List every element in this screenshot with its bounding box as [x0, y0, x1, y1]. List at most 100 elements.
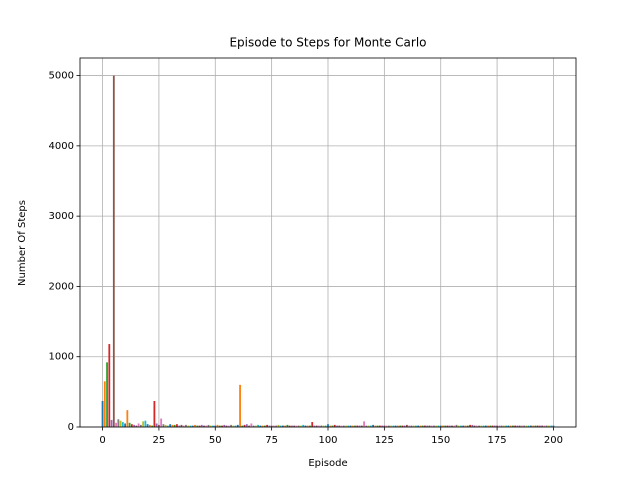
- bar: [435, 425, 438, 427]
- bar: [142, 421, 145, 427]
- bar: [272, 425, 275, 427]
- bar: [496, 425, 498, 427]
- bar: [173, 424, 176, 427]
- bar: [320, 425, 323, 427]
- bar: [498, 425, 501, 427]
- bar: [333, 424, 336, 427]
- bar: [466, 425, 469, 427]
- bar: [234, 425, 237, 427]
- bar: [523, 425, 526, 427]
- bar: [112, 75, 115, 428]
- bar: [536, 425, 539, 427]
- bar: [478, 425, 480, 427]
- bar: [121, 422, 124, 427]
- bar: [374, 425, 377, 427]
- bar: [146, 424, 149, 427]
- bar: [286, 424, 289, 427]
- bar: [381, 425, 384, 427]
- bar: [376, 425, 379, 427]
- bar: [399, 425, 402, 427]
- bar: [530, 425, 532, 427]
- bar: [126, 410, 129, 427]
- bar: [108, 344, 111, 427]
- bar: [387, 425, 390, 427]
- bar: [433, 425, 435, 427]
- bar: [342, 425, 345, 427]
- bar: [520, 425, 523, 427]
- bar: [282, 425, 284, 427]
- bar: [453, 425, 456, 427]
- y-tick-label: 1000: [49, 352, 74, 363]
- bar: [144, 420, 147, 427]
- bar: [203, 425, 205, 427]
- bar: [230, 424, 232, 427]
- x-tick-label: 175: [488, 435, 507, 446]
- bar: [340, 425, 343, 427]
- bar: [153, 400, 156, 427]
- x-tick-label: 0: [99, 435, 105, 446]
- bar: [164, 424, 167, 427]
- bar: [268, 425, 271, 427]
- bar: [451, 425, 453, 427]
- bar: [390, 425, 393, 427]
- bar: [534, 425, 537, 427]
- bar: [507, 425, 510, 427]
- bar: [360, 425, 363, 427]
- bar: [419, 425, 422, 427]
- bar: [543, 425, 546, 427]
- bar: [444, 425, 447, 427]
- bar: [263, 425, 266, 427]
- chart-title: Episode to Steps for Monte Carlo: [229, 36, 426, 50]
- bar: [198, 425, 201, 427]
- bar: [117, 419, 120, 427]
- x-tick-label: 125: [375, 435, 394, 446]
- bar: [482, 425, 485, 427]
- bar: [347, 425, 350, 427]
- bar: [367, 425, 370, 427]
- bar: [180, 424, 183, 427]
- x-axis-label: Episode: [308, 458, 347, 469]
- bar: [442, 425, 444, 427]
- bar: [439, 425, 442, 427]
- bar: [428, 425, 431, 427]
- bar: [372, 424, 374, 427]
- bar: [106, 362, 108, 427]
- bar: [532, 425, 535, 427]
- bar: [209, 425, 212, 427]
- bar: [155, 423, 158, 427]
- y-tick-label: 3000: [49, 211, 74, 222]
- bar: [119, 420, 122, 427]
- bar: [214, 425, 217, 427]
- bar: [401, 425, 404, 427]
- bar: [311, 422, 314, 427]
- bar: [200, 424, 203, 427]
- bar: [160, 418, 163, 427]
- bar: [527, 425, 530, 427]
- bar: [345, 425, 347, 427]
- bar: [124, 423, 126, 427]
- bar: [115, 422, 117, 427]
- bar: [196, 425, 199, 427]
- bar: [279, 425, 282, 427]
- bar: [270, 425, 273, 427]
- bar: [437, 425, 440, 427]
- bar: [324, 425, 327, 427]
- bar: [516, 425, 519, 427]
- bar: [130, 424, 133, 427]
- bar: [369, 425, 372, 427]
- y-tick-label: 4000: [49, 141, 74, 152]
- bar: [487, 425, 489, 427]
- bar: [205, 425, 208, 427]
- bar: [385, 425, 388, 427]
- bar: [167, 425, 169, 427]
- bar: [171, 424, 174, 427]
- bar: [137, 423, 140, 427]
- bar: [469, 424, 471, 427]
- bar: [365, 425, 368, 427]
- bar: [489, 425, 492, 427]
- bar: [185, 424, 187, 427]
- bar: [277, 424, 280, 427]
- bar: [194, 424, 196, 427]
- bar: [304, 425, 307, 427]
- bar: [417, 425, 420, 427]
